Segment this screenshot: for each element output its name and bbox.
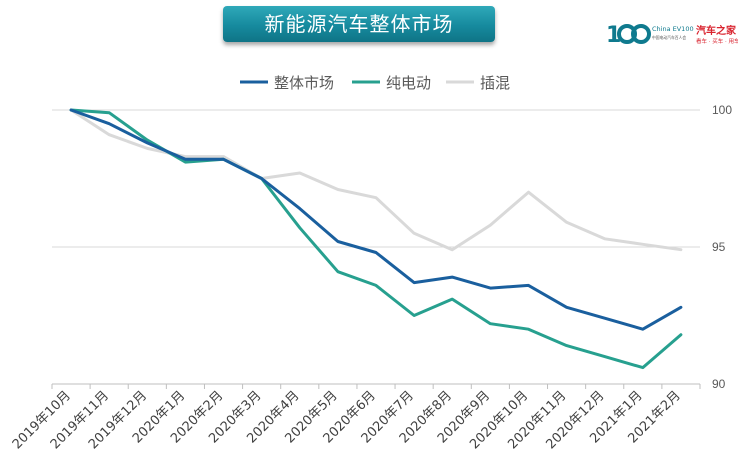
legend-label: 纯电动	[386, 74, 431, 92]
x-axis: 2019年10月2019年11月2019年12月2020年1月2020年2月20…	[10, 384, 701, 452]
evcars-logo-digit: 1	[606, 23, 621, 48]
series-line-0	[69, 108, 683, 331]
series-line-2	[69, 108, 683, 252]
series-layer	[69, 108, 683, 370]
chart-title: 新能源汽车整体市场	[264, 12, 454, 36]
chart-title-banner: 新能源汽车整体市场	[223, 6, 495, 42]
logo-group: 1 China EV100 中国电动汽车百人会 汽车之家 看车 · 买车 · 用…	[606, 18, 740, 48]
legend-label: 插混	[480, 74, 510, 92]
autohome-logo-text: 汽车之家	[696, 24, 737, 37]
autohome-logo-subtext: 看车 · 买车 · 用车	[696, 37, 738, 45]
evcars-logo: 1 China EV100 中国电动汽车百人会 汽车之家 看车 · 买车 · 用…	[606, 23, 740, 48]
evcars-logo-text: China EV100	[652, 25, 694, 33]
evcars-logo-subtext: 中国电动汽车百人会	[652, 35, 686, 40]
evcars-logo-ring	[631, 24, 651, 44]
y-tick-label: 95	[712, 240, 726, 254]
y-tick-label: 90	[712, 377, 726, 391]
legend-label: 整体市场	[274, 74, 334, 92]
y-axis: 100 95 90	[712, 103, 732, 391]
legend: 整体市场 纯电动 插混	[240, 74, 510, 92]
y-tick-label: 100	[712, 103, 732, 117]
grid-layer	[52, 109, 700, 385]
